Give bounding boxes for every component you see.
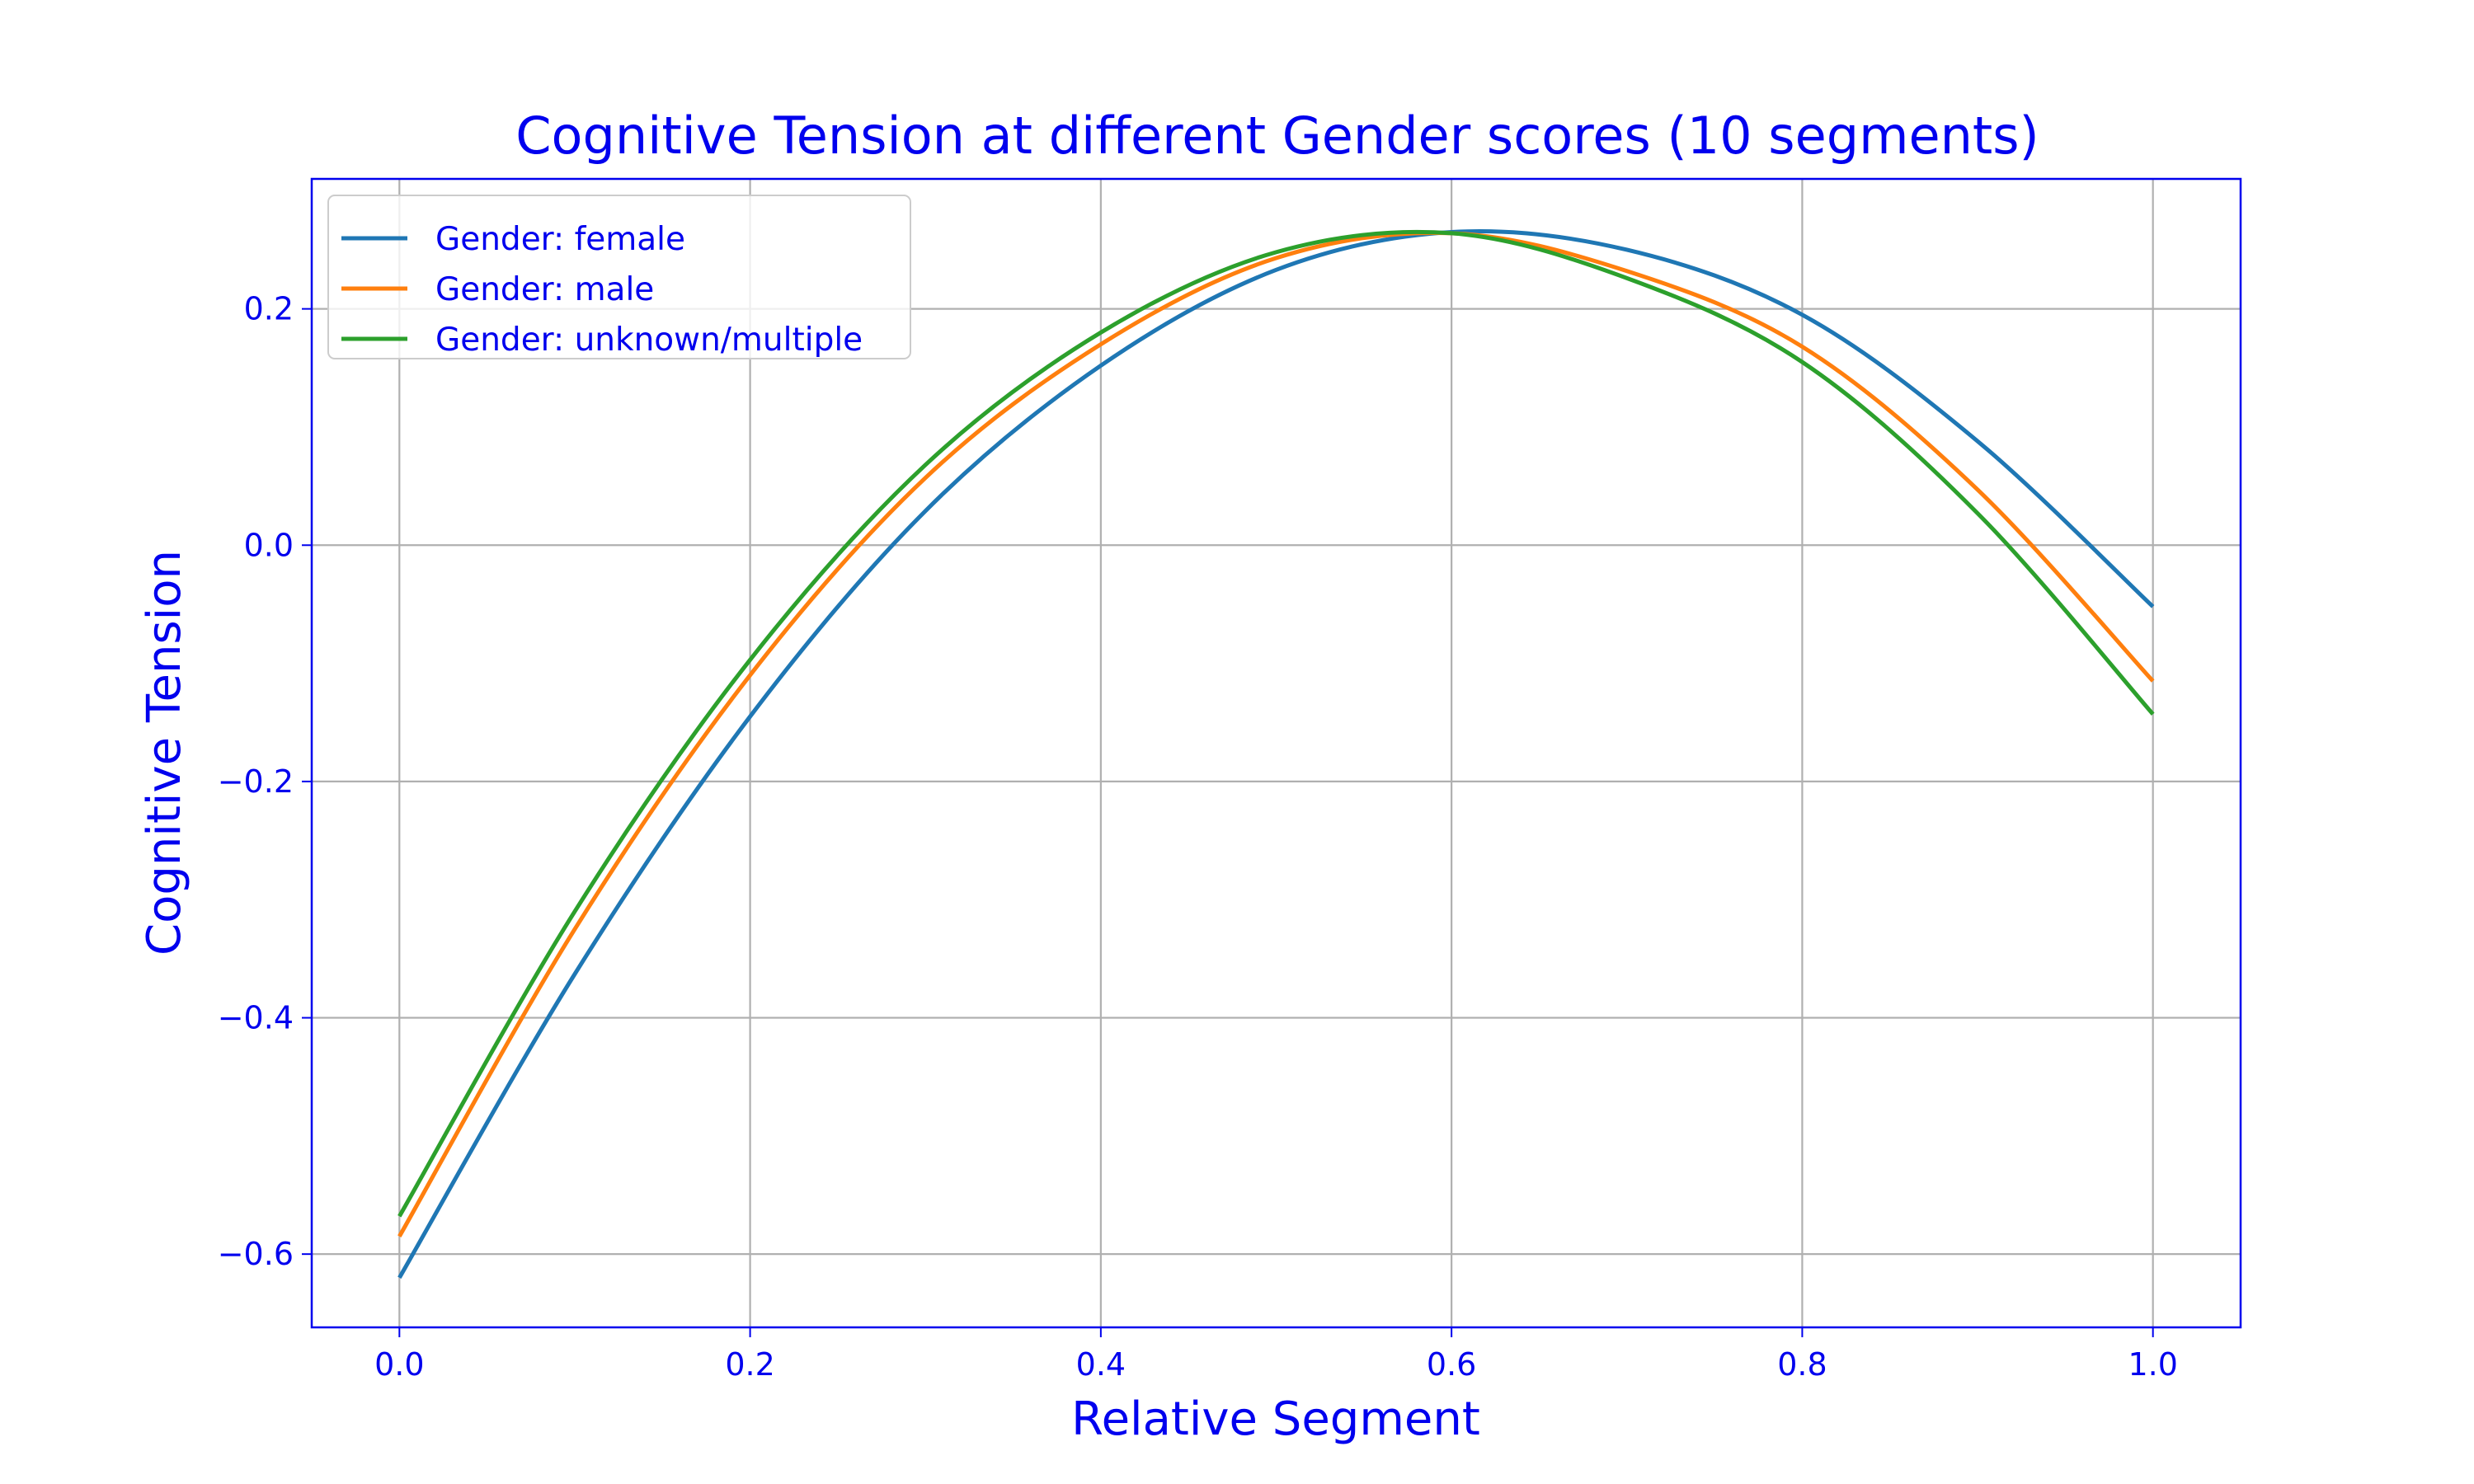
plot-frame	[310, 177, 2242, 1329]
x-tick-label: 0.4	[1076, 1346, 1126, 1383]
y-tick-label: −0.2	[218, 763, 294, 800]
x-tick-label: 0.6	[1427, 1346, 1476, 1383]
series-line-gender-female	[397, 229, 2155, 1280]
legend-label-gender-female: Gender: female	[435, 221, 685, 258]
y-tick-label: 0.0	[244, 527, 294, 563]
legend-label-gender-unknown-multiple: Gender: unknown/multiple	[435, 322, 863, 359]
y-axis-label: Cognitive Tension	[138, 550, 191, 956]
y-tick-label: −0.4	[218, 1000, 294, 1036]
x-tick-label: 1.0	[2128, 1346, 2177, 1383]
axis-ticks: 0.0 0.2 0.4 0.6 0.8 1.0 −0.6 −0.4 −0.2 0.0 0.2	[218, 291, 2178, 1383]
x-tick-label: 0.2	[725, 1346, 774, 1383]
series-line-gender-unknown-multiple	[397, 229, 2155, 1218]
series-lines	[397, 229, 2155, 1280]
y-tick-label: 0.2	[244, 291, 294, 327]
series-line-gender-male	[397, 231, 2155, 1237]
legend-frame	[327, 195, 911, 359]
x-axis-label: Relative Segment	[1071, 1392, 1480, 1446]
x-tick-label: 0.8	[1777, 1346, 1827, 1383]
x-tick-label: 0.0	[374, 1346, 424, 1383]
chart-title: Cognitive Tension at different Gender sc…	[515, 106, 2039, 166]
legend-label-gender-male: Gender: male	[435, 271, 654, 308]
y-tick-label: −0.6	[218, 1236, 294, 1272]
legend: Gender: female Gender: male Gender: unknow…	[327, 195, 911, 359]
